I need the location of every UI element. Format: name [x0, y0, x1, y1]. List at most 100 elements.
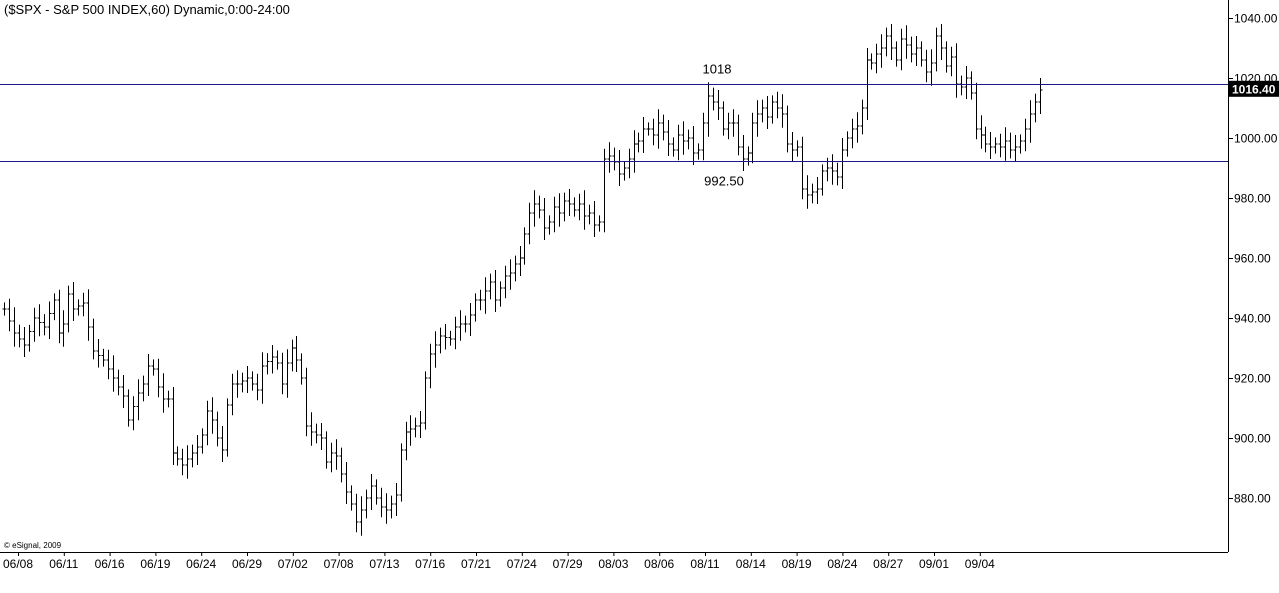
ohlc-bar: [503, 265, 508, 299]
ohlc-bar: [141, 375, 146, 402]
ohlc-bar: [746, 146, 751, 166]
ohlc-bar: [1023, 118, 1028, 152]
ohlc-bar: [27, 324, 32, 352]
ohlc-bar: [66, 285, 71, 333]
ohlc-bar: [726, 112, 731, 140]
y-tick-label: 880.00: [1234, 492, 1271, 506]
x-tick-label: 07/24: [507, 557, 537, 571]
ohlc-bar: [542, 198, 547, 240]
ohlc-bars: [2, 24, 1043, 536]
ohlc-bar: [374, 479, 379, 505]
ohlc-bar: [840, 138, 845, 189]
ohlc-bar: [750, 112, 755, 164]
ohlc-bar: [815, 177, 820, 204]
x-tick-label: 09/01: [919, 557, 949, 571]
ohlc-bar: [998, 133, 1003, 158]
ohlc-bar: [636, 132, 641, 153]
ohlc-bar: [22, 327, 27, 357]
ohlc-bar: [299, 353, 304, 385]
ohlc-bar: [572, 197, 577, 217]
ohlc-bar: [592, 201, 597, 237]
ohlc-bar: [339, 447, 344, 483]
ohlc-bar: [513, 255, 518, 282]
x-tick-label: 08/03: [598, 557, 628, 571]
horizontal-lines: 1018 992.50: [0, 62, 1228, 189]
ohlc-bar: [245, 366, 250, 393]
ohlc-bar: [101, 348, 106, 367]
ohlc-bar: [96, 339, 101, 368]
ohlc-bar: [32, 307, 37, 342]
ohlc-bar: [280, 352, 285, 395]
ohlc-bar: [121, 375, 126, 408]
ohlc-bar: [161, 373, 166, 413]
ohlc-bar: [899, 28, 904, 71]
ohlc-bar: [438, 327, 443, 354]
ohlc-bar: [716, 90, 721, 120]
ohlc-bar: [993, 137, 998, 154]
ohlc-bar: [1028, 100, 1033, 143]
ohlc-bar: [463, 315, 468, 333]
last-price-label: 1016.40: [1232, 82, 1276, 96]
ohlc-bar: [919, 41, 924, 67]
ohlc-bar: [889, 24, 894, 60]
x-tick-label: 06/24: [186, 557, 216, 571]
ohlc-bar: [845, 131, 850, 157]
ohlc-bar: [641, 117, 646, 153]
ohlc-bar: [57, 289, 62, 344]
ohlc-bar: [855, 112, 860, 143]
ohlc-bar: [909, 36, 914, 63]
ohlc-bar: [537, 195, 542, 219]
x-tick-label: 06/29: [232, 557, 262, 571]
ohlc-bar: [404, 421, 409, 461]
ohlc-bar: [275, 350, 280, 370]
ohlc-bar: [691, 126, 696, 165]
ohlc-bar: [785, 105, 790, 153]
ohlc-bar: [91, 318, 96, 360]
ohlc-bar: [294, 336, 299, 372]
ohlc-bar: [408, 415, 413, 446]
ohlc-bar: [646, 122, 651, 136]
ohlc-bar: [944, 41, 949, 73]
ohlc-bar: [552, 196, 557, 233]
ohlc-bar: [230, 373, 235, 416]
ohlc-bar: [418, 411, 423, 438]
x-tick-label: 06/16: [95, 557, 125, 571]
ohlc-bar: [741, 135, 746, 171]
ohlc-bar: [493, 270, 498, 312]
ohlc-bar: [577, 193, 582, 221]
ohlc-bar: [755, 100, 760, 137]
ohlc-bar: [389, 495, 394, 519]
ohlc-bar: [770, 95, 775, 124]
ohlc-bar: [111, 355, 116, 392]
x-tick-label: 07/29: [553, 557, 583, 571]
x-tick-label: 08/19: [782, 557, 812, 571]
ohlc-bar: [879, 34, 884, 68]
ohlc-bar: [522, 227, 527, 265]
ohlc-bar: [860, 99, 865, 135]
ohlc-bar: [988, 132, 993, 159]
ohlc-bar: [319, 423, 324, 450]
ohlc-bar: [116, 369, 121, 396]
ohlc-bar: [527, 202, 532, 245]
x-axis: 06/08 06/11 06/16 06/19 06/24 06/29 07/02 07/08…: [3, 552, 995, 571]
ohlc-bar: [795, 140, 800, 157]
ohlc-bar: [309, 412, 314, 446]
ohlc-bar: [914, 36, 919, 66]
y-axis: 880.00 900.00 920.00 940.00 960.00 980.00 1000…: [1228, 12, 1278, 506]
ohlc-bar: [790, 132, 795, 162]
ohlc-bar: [453, 316, 458, 350]
ohlc-bar: [210, 397, 215, 434]
ohlc-bar: [939, 24, 944, 60]
ohlc-bar: [166, 390, 171, 408]
ohlc-bar: [706, 82, 711, 137]
copyright-text: © eSignal, 2009: [4, 541, 62, 550]
ohlc-bar: [433, 331, 438, 368]
x-tick-label: 08/11: [690, 557, 719, 571]
ohlc-bar: [800, 136, 805, 200]
ohlc-bar: [329, 442, 334, 473]
ohlc-bar: [42, 314, 47, 336]
ohlc-bar: [359, 496, 364, 536]
ohlc-bar: [627, 148, 632, 179]
